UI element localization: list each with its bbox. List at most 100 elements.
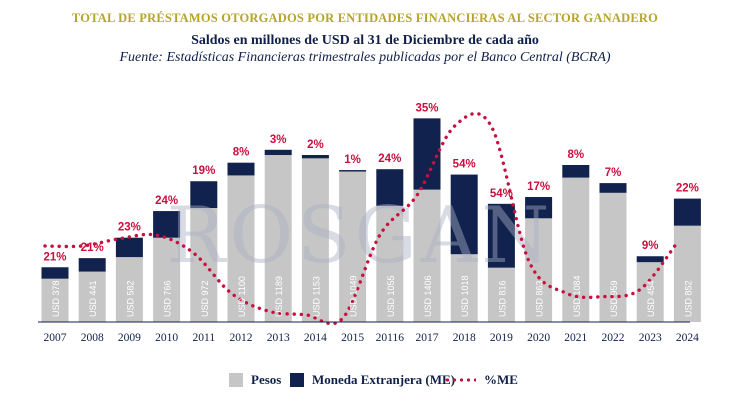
bar-me-2019 xyxy=(487,203,515,268)
x-tick-label: 2010 xyxy=(155,332,178,344)
chart-title: TOTAL DE PRÉSTAMOS OTORGADOS POR ENTIDAD… xyxy=(71,11,659,25)
pct-label: 23% xyxy=(118,222,141,234)
x-tick-label: 2015 xyxy=(341,332,364,344)
x-tick-label: 2022 xyxy=(602,332,625,344)
bar-me-2021 xyxy=(562,165,590,178)
bar-me-20116 xyxy=(376,169,404,206)
pct-label: 8% xyxy=(567,149,584,161)
pct-me-line xyxy=(43,111,680,326)
bar-total-label: USD 582 xyxy=(125,280,135,317)
bar-pesos-2019 xyxy=(487,267,515,322)
legend-swatch-pct xyxy=(444,378,476,382)
bar-me-2022 xyxy=(599,183,627,193)
legend-item-pesos: Pesos xyxy=(229,372,281,388)
pct-label: 54% xyxy=(490,188,513,200)
bar-pesos-2020 xyxy=(525,218,553,322)
pct-label: 8% xyxy=(233,147,250,159)
legend: Pesos Moneda Extranjera (ME) %ME xyxy=(0,372,730,392)
bar-total-label: USD 1100 xyxy=(237,276,247,317)
bar-total-label: USD 816 xyxy=(497,280,507,317)
bar-pesos-2015 xyxy=(339,171,367,322)
x-tick-label: 2019 xyxy=(490,332,513,344)
bar-me-2008 xyxy=(78,258,106,272)
bar-me-2023 xyxy=(636,256,664,263)
labels-layer: USD 378 2007 21% USD 441 2008 21% USD 582 2009 2… xyxy=(43,102,699,344)
bar-pesos-2010 xyxy=(153,237,181,322)
legend-label-me: Moneda Extranjera (ME) xyxy=(312,372,455,387)
x-tick-label: 2024 xyxy=(676,332,699,344)
bar-me-2007 xyxy=(41,267,69,279)
chart-source: Fuente: Estadísticas Financieras trimest… xyxy=(119,50,611,65)
bar-pesos-2022 xyxy=(599,192,627,322)
bar-me-2015 xyxy=(339,170,367,172)
bar-pesos-2008 xyxy=(78,271,106,322)
bar-total-label: USD 863 xyxy=(535,280,545,317)
pct-label: 3% xyxy=(270,134,287,146)
bar-pesos-2014 xyxy=(301,158,329,322)
bar-total-label: USD 441 xyxy=(88,280,98,317)
bar-me-2012 xyxy=(227,162,255,176)
bar-total-label: USD 1055 xyxy=(386,275,396,317)
bar-me-2011 xyxy=(190,181,218,209)
bar-total-label: USD 972 xyxy=(200,280,210,317)
bar-pesos-2007 xyxy=(41,278,69,322)
bar-total-label: USD 454 xyxy=(646,280,656,317)
x-tick-label: 2012 xyxy=(230,332,253,344)
legend-swatch-me xyxy=(290,373,304,387)
x-tick-label: 2018 xyxy=(453,332,476,344)
bar-pesos-2023 xyxy=(636,262,664,322)
bar-me-2024 xyxy=(673,198,701,226)
pct-label: 35% xyxy=(415,102,438,114)
bar-me-2014 xyxy=(301,155,329,159)
bar-me-2013 xyxy=(264,149,292,156)
legend-label-pesos: Pesos xyxy=(251,372,282,387)
bar-me-2009 xyxy=(115,237,143,258)
bar-me-2020 xyxy=(525,197,553,219)
bar-total-label: USD 766 xyxy=(163,280,173,317)
x-tick-label: 2011 xyxy=(193,332,216,344)
x-tick-label: 2013 xyxy=(267,332,290,344)
pct-label: 2% xyxy=(307,139,324,151)
x-tick-label: 2020 xyxy=(527,332,550,344)
bar-me-2010 xyxy=(153,211,181,238)
bar-total-label: USD 852 xyxy=(683,280,693,317)
legend-item-me: Moneda Extranjera (ME) xyxy=(290,372,455,388)
bar-pesos-20116 xyxy=(376,205,404,322)
bar-me-2018 xyxy=(450,174,478,255)
pct-label: 1% xyxy=(344,154,361,166)
legend-item-pct: %ME xyxy=(444,372,518,388)
pct-label: 54% xyxy=(453,159,476,171)
legend-swatch-pesos xyxy=(229,373,243,387)
pct-line-layer xyxy=(43,111,680,326)
pct-label: 7% xyxy=(605,167,622,179)
pct-label: 21% xyxy=(81,242,104,254)
pct-label: 9% xyxy=(642,240,659,252)
pct-label: 22% xyxy=(676,183,699,195)
pct-label: 21% xyxy=(43,251,66,263)
bar-pesos-2024 xyxy=(673,225,701,322)
bar-total-label: USD 378 xyxy=(51,280,61,317)
x-tick-label: 20116 xyxy=(376,332,405,344)
x-tick-label: 2009 xyxy=(118,332,141,344)
pct-label: 19% xyxy=(192,165,215,177)
bar-total-label: USD 1189 xyxy=(274,276,284,317)
pct-label: 24% xyxy=(155,195,178,207)
bar-pesos-2009 xyxy=(115,257,143,322)
legend-label-pct: %ME xyxy=(484,372,518,387)
bar-pesos-2013 xyxy=(264,155,292,322)
x-tick-label: 2008 xyxy=(81,332,104,344)
bars-layer xyxy=(41,118,701,322)
bar-total-label: USD 959 xyxy=(609,280,619,317)
pct-label: 17% xyxy=(527,181,550,193)
bar-me-2017 xyxy=(413,118,441,190)
x-tick-label: 2014 xyxy=(304,332,327,344)
chart-subtitle: Saldos en millones de USD al 31 de Dicie… xyxy=(191,33,539,48)
bar-total-label: USD 1084 xyxy=(572,275,582,317)
x-tick-label: 2021 xyxy=(564,332,587,344)
bar-total-label: USD 1018 xyxy=(460,275,470,317)
bar-pesos-2018 xyxy=(450,254,478,322)
pct-label: 24% xyxy=(378,153,401,165)
bar-pesos-2012 xyxy=(227,175,255,322)
x-tick-label: 2017 xyxy=(416,332,439,344)
